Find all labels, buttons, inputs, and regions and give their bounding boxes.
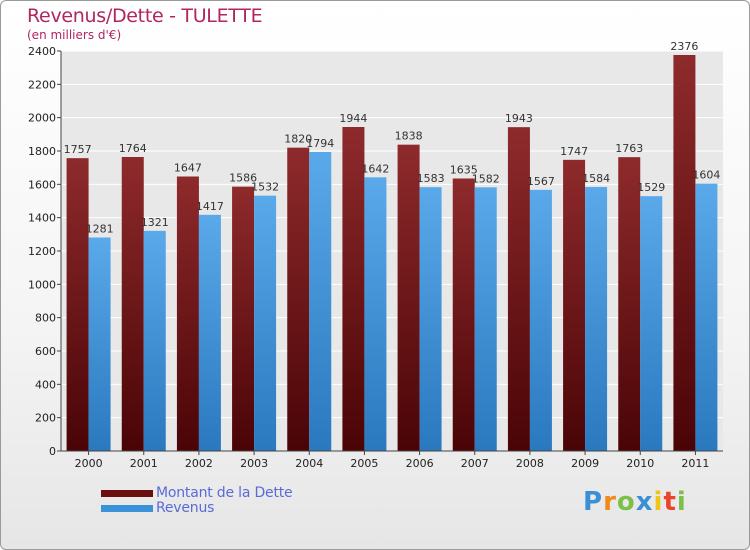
logo-letter: r <box>603 487 617 517</box>
x-tick-label: 2009 <box>571 457 599 470</box>
legend-label-revenus: Revenus <box>156 500 215 516</box>
y-tick-label: 1800 <box>28 145 56 158</box>
value-label-debt: 1764 <box>119 142 147 155</box>
value-label-debt: 1763 <box>615 142 643 155</box>
bar-revenus <box>529 189 552 452</box>
value-label-debt: 2376 <box>670 40 698 53</box>
legend-swatch-debt <box>101 490 153 497</box>
y-tick-label: 2400 <box>28 45 56 58</box>
y-tick-label: 400 <box>35 378 56 391</box>
bar-revenus <box>254 195 277 451</box>
value-label-revenus: 1582 <box>472 172 500 185</box>
value-label-revenus: 1584 <box>582 172 610 185</box>
bar-revenus <box>419 187 442 451</box>
x-tick-label: 2007 <box>461 457 489 470</box>
value-label-debt: 1820 <box>284 133 312 146</box>
y-tick-label: 200 <box>35 412 56 425</box>
x-tick-label: 2003 <box>240 457 268 470</box>
y-tick-label: 800 <box>35 312 56 325</box>
y-tick-label: 0 <box>49 445 56 458</box>
value-label-debt: 1635 <box>450 164 478 177</box>
logo-letter: o <box>616 487 636 517</box>
bar-revenus <box>640 196 663 451</box>
x-tick-label: 2008 <box>516 457 544 470</box>
chart-subtitle: (en milliers d'€) <box>27 28 122 42</box>
logo-letter: i <box>676 487 687 517</box>
value-label-debt: 1586 <box>229 172 257 185</box>
value-label-revenus: 1583 <box>417 172 445 185</box>
legend-label-debt: Montant de la Dette <box>156 485 293 501</box>
bar-debt <box>342 127 365 451</box>
bar-debt <box>673 55 696 451</box>
x-tick-label: 2010 <box>626 457 654 470</box>
value-label-revenus: 1604 <box>692 169 720 182</box>
y-tick-label: 1400 <box>28 212 56 225</box>
bar-revenus <box>88 237 111 451</box>
bar-revenus <box>198 214 221 451</box>
x-tick-label: 2001 <box>130 457 158 470</box>
bars <box>66 55 718 452</box>
value-label-revenus: 1567 <box>527 175 555 188</box>
value-label-revenus: 1529 <box>637 181 665 194</box>
bar-revenus <box>695 183 718 451</box>
y-tick-label: 1000 <box>28 278 56 291</box>
y-tick-label: 1200 <box>28 245 56 258</box>
bar-debt <box>121 157 144 451</box>
logo-letter: i <box>653 487 664 517</box>
value-label-debt: 1944 <box>339 112 367 125</box>
value-label-debt: 1747 <box>560 145 588 158</box>
value-label-revenus: 1532 <box>251 181 279 194</box>
value-label-revenus: 1642 <box>361 162 389 175</box>
x-tick-label: 2005 <box>350 457 378 470</box>
bar-debt <box>397 144 420 451</box>
bar-debt <box>287 147 310 451</box>
bar-revenus <box>364 177 387 452</box>
bar-debt <box>618 157 641 451</box>
logo-letter: x <box>635 487 654 517</box>
value-label-debt: 1757 <box>64 143 92 156</box>
value-label-revenus: 1321 <box>141 216 169 229</box>
value-label-revenus: 1417 <box>196 200 224 213</box>
bar-debt <box>66 158 89 451</box>
logo-letter: t <box>663 487 677 517</box>
y-tick-label: 2200 <box>28 78 56 91</box>
bar-revenus <box>474 187 497 452</box>
proxiti-logo: Proxiti <box>583 487 687 517</box>
y-tick-label: 1600 <box>28 178 56 191</box>
y-tick-label: 600 <box>35 345 56 358</box>
value-label-revenus: 1794 <box>306 137 334 150</box>
value-label-revenus: 1281 <box>86 223 114 236</box>
bar-debt <box>232 186 255 451</box>
value-label-debt: 1943 <box>505 112 533 125</box>
grid-lines <box>61 50 723 419</box>
axes: 0 200 400 600 800 1000 1200 1400 1600 1800 2000 220… <box>28 45 723 470</box>
x-tick-label: 2004 <box>295 457 323 470</box>
bar-debt <box>507 127 530 452</box>
legend-swatch-revenus <box>101 505 153 512</box>
value-label-debt: 1647 <box>174 162 202 175</box>
x-tick-label: 2000 <box>75 457 103 470</box>
bar-debt <box>452 178 475 451</box>
x-tick-label: 2011 <box>681 457 709 470</box>
value-label-debt: 1838 <box>395 130 423 143</box>
bar-revenus <box>309 152 332 451</box>
bar-debt <box>563 159 586 452</box>
chart-title: Revenus/Dette - TULETTE <box>27 5 263 27</box>
y-tick-label: 2000 <box>28 112 56 125</box>
x-tick-label: 2006 <box>406 457 434 470</box>
bar-debt <box>176 176 199 451</box>
bar-revenus <box>143 230 166 451</box>
x-tick-label: 2002 <box>185 457 213 470</box>
logo-letter: P <box>583 487 604 517</box>
bar-revenus <box>585 187 608 451</box>
